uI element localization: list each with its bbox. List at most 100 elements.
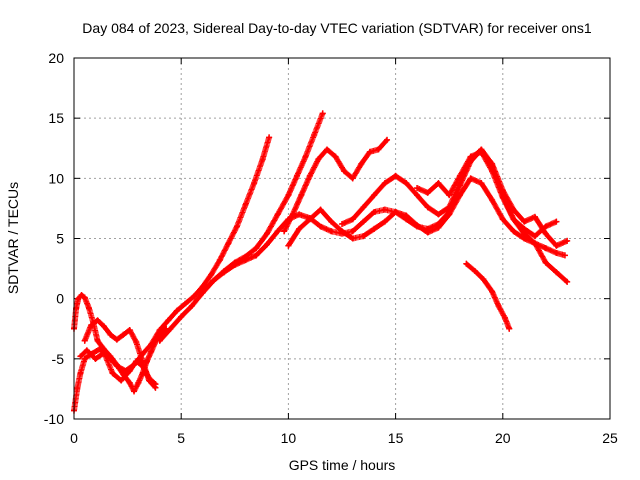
data-point [371,209,378,216]
series-arc-9 [339,146,571,249]
data-point [480,276,487,283]
data-point [101,323,108,330]
data-point [263,230,270,237]
data-point [306,216,313,223]
data-point [274,228,281,235]
data-point [542,259,549,266]
data-point [94,337,101,344]
data-point [135,379,142,386]
series-arc-7 [281,136,391,235]
chart-title: Day 084 of 2023, Sidereal Day-to-day VTE… [82,20,592,36]
x-tick-label: 5 [177,430,185,446]
data-point [146,375,153,382]
data-point [188,302,195,309]
data-point [328,228,335,235]
data-point [499,194,506,201]
data-point [553,249,560,256]
data-point [191,293,198,300]
data-point [253,245,260,252]
data-point [424,204,431,211]
data-point [126,326,133,333]
series-arc-1 [71,134,273,414]
series-markers [463,260,513,332]
data-point [231,261,238,268]
data-point [435,211,442,218]
data-point [259,156,266,163]
data-point [371,192,378,199]
data-point [414,223,421,230]
data-point [88,322,95,329]
data-point [446,204,453,211]
series-arc-3 [81,317,159,391]
data-point [152,381,159,388]
x-tick-label: 10 [281,430,297,446]
data-point [463,260,470,267]
series-arc-6 [199,175,568,296]
data-point [349,175,356,182]
data-point [148,348,155,355]
data-point [109,370,116,377]
data-point [471,267,478,274]
data-point [332,153,339,160]
data-point [167,325,174,332]
data-point [499,216,506,223]
data-point [113,361,120,368]
data-point [263,241,270,248]
data-point [506,325,513,332]
data-point [251,180,258,187]
data-point [510,228,517,235]
data-point [120,331,127,338]
data-point [531,233,538,240]
data-point [489,288,496,295]
y-tick-label: -10 [44,411,64,427]
data-points [71,110,571,414]
data-point [319,110,326,117]
data-point [360,233,367,240]
data-point [133,338,140,345]
data-point [501,314,508,321]
x-axis-label: GPS time / hours [289,457,396,473]
series-arc-8 [285,146,571,285]
data-point [210,277,217,284]
data-point [424,189,431,196]
data-point [467,175,474,182]
data-point [424,225,431,232]
data-point [531,213,538,220]
data-point [553,242,560,249]
series-arc-10 [414,148,560,240]
data-point [561,252,568,259]
data-point [339,221,345,228]
data-point [384,136,391,143]
data-point [371,225,378,232]
data-point [302,153,309,160]
data-point [392,209,399,216]
data-point [306,172,313,179]
series-arc-11 [463,260,513,332]
series-markers [199,175,568,296]
data-point [81,355,88,362]
data-point [403,216,410,223]
data-point [242,201,249,208]
data-point [311,132,318,139]
data-point [564,278,571,285]
data-point [77,353,84,360]
data-point [360,204,367,211]
data-point [403,180,410,187]
data-point [510,216,517,223]
data-point [521,225,528,232]
data-point [564,237,571,244]
x-tick-label: 0 [70,430,78,446]
x-tick-label: 20 [495,430,511,446]
data-point [81,337,88,344]
data-point [293,172,300,179]
data-point [221,269,228,276]
data-point [435,180,442,187]
data-point [107,331,114,338]
data-point [456,172,463,179]
data-point [349,216,356,223]
data-point [317,206,324,213]
series-arc-5 [156,110,326,344]
data-point [360,218,367,225]
data-point [281,228,288,235]
